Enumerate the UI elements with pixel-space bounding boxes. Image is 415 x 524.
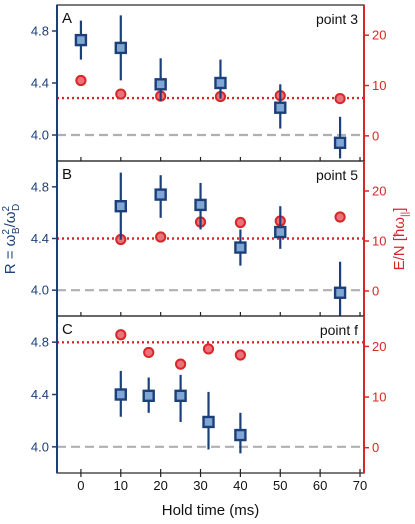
- energy-point: [334, 93, 346, 105]
- x-tick-label: 30: [193, 478, 207, 493]
- panel-letter: B: [62, 166, 72, 183]
- right-tick-label: 20: [372, 184, 386, 199]
- energy-point: [202, 343, 215, 355]
- ratio-point: [142, 389, 155, 403]
- right-tick-label: 0: [372, 440, 379, 455]
- energy-point: [115, 88, 127, 100]
- ratio-point: [114, 41, 127, 55]
- x-tick-label: 60: [313, 478, 327, 493]
- left-tick-label: 4.0: [31, 439, 49, 454]
- ratio-point: [202, 415, 215, 429]
- right-tick-label: 20: [372, 28, 386, 43]
- right-tick-label: 10: [372, 78, 386, 93]
- energy-point: [174, 358, 187, 370]
- ratio-point: [114, 388, 127, 401]
- x-tick-label: 70: [353, 478, 367, 493]
- right-tick-label: 10: [372, 234, 386, 249]
- ratio-point: [214, 76, 227, 90]
- energy-point: [75, 74, 87, 87]
- panel-letter: C: [62, 321, 73, 338]
- panel-frame: [56, 315, 365, 474]
- ratio-point: [274, 101, 287, 114]
- ratio-point: [234, 241, 247, 254]
- ratio-point: [274, 225, 287, 239]
- left-tick-label: 4.4: [31, 231, 49, 246]
- left-tick-label: 4.0: [31, 283, 49, 298]
- x-tick-label: 20: [153, 478, 167, 493]
- ratio-point: [154, 188, 167, 201]
- energy-point: [115, 329, 127, 341]
- energy-point: [143, 346, 155, 359]
- energy-point: [234, 216, 247, 229]
- panel-b: 4.0 4.4 4.8 0 10 20 B point 5: [31, 160, 386, 317]
- left-tick-label: 4.4: [31, 76, 49, 91]
- panel-letter: A: [62, 10, 72, 27]
- x-tick-label: 10: [114, 478, 128, 493]
- right-axis-label: E/N [ħω||]: [391, 208, 411, 271]
- right-tick-label: 0: [372, 128, 379, 143]
- panel-label: point 3: [316, 11, 358, 27]
- ratio-point: [174, 389, 187, 403]
- x-tick-label: 0: [77, 478, 84, 493]
- x-axis-label: Hold time (ms): [162, 502, 260, 519]
- panel-c: 4.0 4.4 4.8 0 10 20 C point f: [31, 315, 386, 474]
- right-tick-label: 10: [372, 390, 386, 405]
- panel-label: point 5: [316, 167, 358, 183]
- ratio-point: [333, 286, 347, 299]
- energy-point: [334, 211, 346, 223]
- panel-a: 4.0 4.4 4.8 0 10 20 A point 3: [31, 4, 386, 162]
- left-tick-label: 4.0: [31, 128, 49, 143]
- left-tick-label: 4.8: [31, 24, 49, 39]
- ratio-point: [74, 33, 88, 47]
- x-tick-label: 50: [273, 478, 287, 493]
- x-tick-label: 40: [233, 478, 247, 493]
- left-tick-label: 4.8: [31, 179, 49, 194]
- ratio-point: [114, 200, 127, 213]
- ratio-point: [234, 428, 247, 442]
- left-tick-label: 4.8: [31, 335, 49, 350]
- ratio-point: [333, 136, 347, 150]
- panel-frame: [56, 4, 365, 162]
- right-tick-label: 20: [372, 339, 386, 354]
- ratio-point: [154, 78, 167, 91]
- right-tick-label: 0: [372, 284, 379, 299]
- left-axis-label: R = ω2B/ω2D: [1, 204, 22, 275]
- ratio-point: [194, 198, 207, 212]
- left-tick-label: 4.4: [31, 387, 49, 402]
- energy-point: [234, 349, 247, 361]
- energy-point: [155, 231, 167, 243]
- panel-label: point f: [320, 322, 358, 338]
